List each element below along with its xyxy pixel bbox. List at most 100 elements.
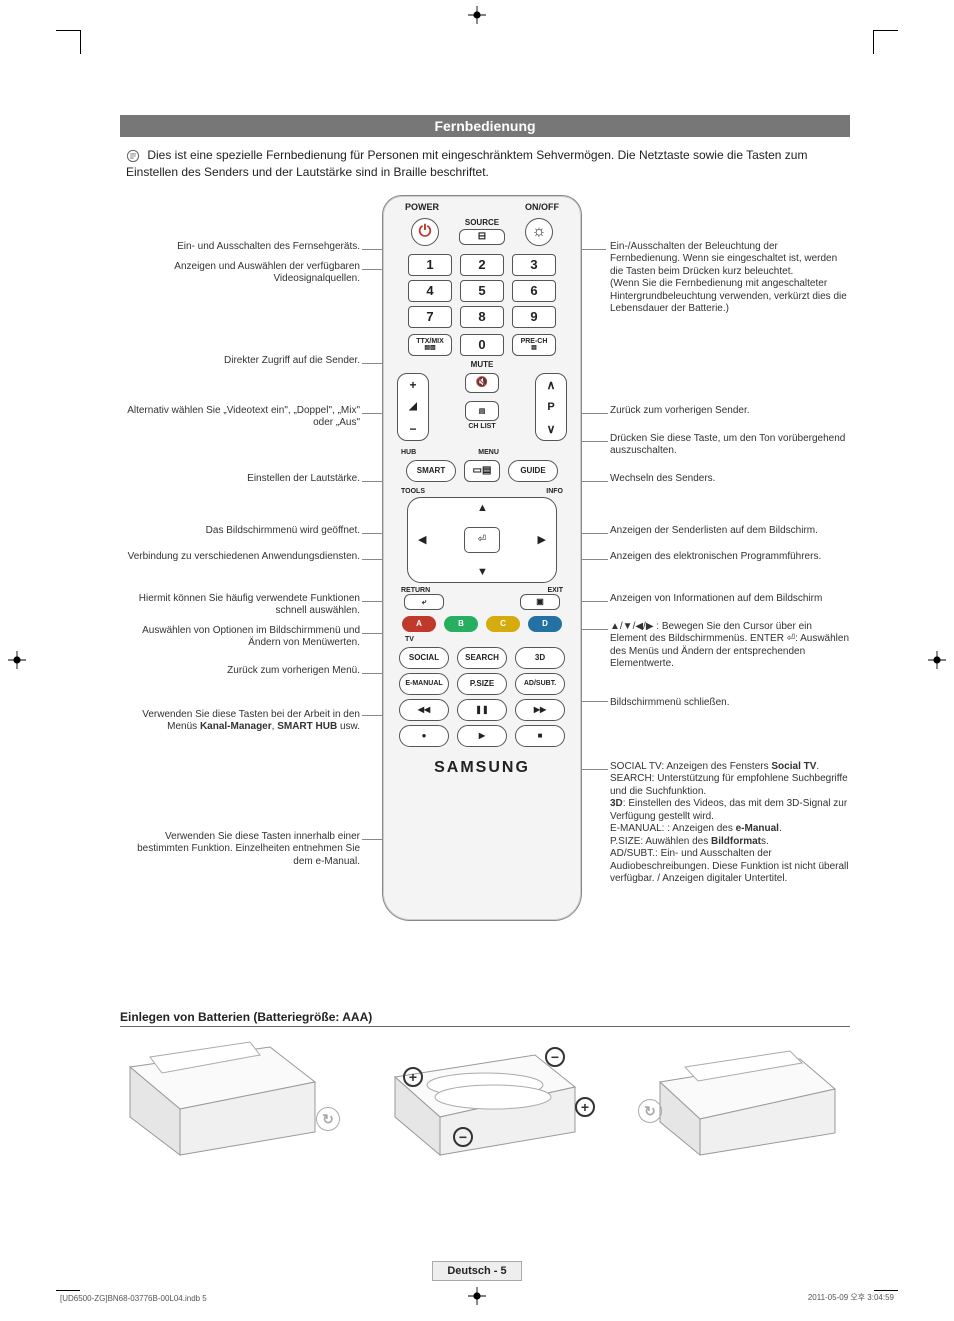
callout-text: Einstellen der Lautstärke. <box>120 473 360 486</box>
rewind-button[interactable]: ◀◀ <box>399 699 449 721</box>
registration-mark-icon <box>928 651 946 669</box>
remote-body: POWER ON/OFF ⏻ SOURCE ⊟ ☼ 123456789 TTX/… <box>382 195 582 921</box>
mute-button[interactable]: 🔇 <box>465 373 499 393</box>
return-label: RETURN <box>401 587 430 594</box>
smart-button[interactable]: SMART <box>406 460 456 482</box>
registration-mark-icon <box>468 1287 486 1305</box>
doc-meta-right: 2011-05-09 오후 3:04:59 <box>808 1292 894 1303</box>
number-3-button[interactable]: 3 <box>512 254 556 276</box>
hub-label: HUB <box>401 449 416 456</box>
callout-text: Alternativ wählen Sie „Videotext ein", „… <box>120 405 360 430</box>
power-button[interactable]: ⏻ <box>411 218 439 246</box>
return-button[interactable]: ⤶ <box>404 594 444 610</box>
crop-mark <box>873 30 874 54</box>
crop-mark <box>56 30 80 31</box>
play-button[interactable]: ▶ <box>457 725 507 747</box>
callout-text: Verbindung zu verschiedenen Anwendungsdi… <box>120 551 360 564</box>
record-button[interactable]: ● <box>399 725 449 747</box>
guide-button[interactable]: GUIDE <box>508 460 558 482</box>
social-button[interactable]: SOCIAL <box>399 647 449 669</box>
rotate-arrow-icon: ↻ <box>638 1099 662 1123</box>
number-9-button[interactable]: 9 <box>512 306 556 328</box>
number-1-button[interactable]: 1 <box>408 254 452 276</box>
plus-icon: + <box>403 1067 423 1087</box>
callout-text: Ein- und Ausschalten des Fernsehgeräts. <box>120 241 360 254</box>
exit-label: EXIT <box>547 587 563 594</box>
callout-text: ▲/▼/◀/▶ : Bewegen Sie den Cursor über ei… <box>610 621 850 671</box>
adsubt-button[interactable]: AD/SUBT. <box>515 673 565 695</box>
menu-label: MENU <box>478 449 499 456</box>
power-label: POWER <box>405 202 439 212</box>
pre-ch-button[interactable]: PRE-CH▤ <box>512 334 556 356</box>
volume-rocker[interactable]: + ◢ − <box>397 373 429 441</box>
number-2-button[interactable]: 2 <box>460 254 504 276</box>
manual-page: Fernbedienung Dies ist eine spezielle Fe… <box>0 0 954 1321</box>
chlist-label: CH LIST <box>468 423 495 430</box>
number-5-button[interactable]: 5 <box>460 280 504 302</box>
stop-button[interactable]: ■ <box>515 725 565 747</box>
callout-text: Verwenden Sie diese Tasten bei der Arbei… <box>120 709 360 734</box>
three-d-button[interactable]: 3D <box>515 647 565 669</box>
callout-text: Anzeigen von Informationen auf dem Bilds… <box>610 593 850 606</box>
exit-button[interactable]: ▣ <box>520 594 560 610</box>
color-button-row: ABCD <box>383 616 581 632</box>
number-0-button[interactable]: 0 <box>460 334 504 356</box>
channel-rocker[interactable]: ∧ P ∨ <box>535 373 567 441</box>
battery-diagram-1: ↻ <box>120 1037 340 1157</box>
section-banner: Fernbedienung <box>120 115 850 137</box>
source-button[interactable]: ⊟ <box>459 229 505 245</box>
doc-meta-left: [UD6500-ZG]BN68-03776B-00L04.indb 5 <box>60 1294 207 1303</box>
battery-diagram-2: + − − + <box>375 1037 595 1157</box>
callout-text: Direkter Zugriff auf die Sender. <box>120 355 360 368</box>
callout-text: Zurück zum vorherigen Sender. <box>610 405 850 418</box>
ttx-mix-button[interactable]: TTX/MIX▤▧ <box>408 334 452 356</box>
callout-text: Wechseln des Senders. <box>610 473 850 486</box>
callout-text: Verwenden Sie diese Tasten innerhalb ein… <box>120 831 360 869</box>
number-7-button[interactable]: 7 <box>408 306 452 328</box>
callout-text: Bildschirmmenü schließen. <box>610 697 850 710</box>
color-button-a[interactable]: A <box>402 616 436 632</box>
menu-button[interactable]: ▭▤ <box>464 460 500 482</box>
color-button-b[interactable]: B <box>444 616 478 632</box>
minus-icon: − <box>453 1127 473 1147</box>
source-label: SOURCE <box>447 218 517 227</box>
callout-text: Anzeigen des elektronischen Programmführ… <box>610 551 850 564</box>
fast-forward-button[interactable]: ▶▶ <box>515 699 565 721</box>
callout-text: Drücken Sie diese Taste, um den Ton vorü… <box>610 433 850 458</box>
number-8-button[interactable]: 8 <box>460 306 504 328</box>
intro-body: Dies ist eine spezielle Fernbedienung fü… <box>126 148 807 179</box>
right-arrow-icon: ▶ <box>538 533 546 546</box>
backlight-button[interactable]: ☼ <box>525 218 553 246</box>
left-arrow-icon: ◀ <box>418 533 426 546</box>
content-area: Fernbedienung Dies ist eine spezielle Fe… <box>120 115 850 955</box>
tv-label: TV <box>383 636 581 643</box>
callout-text: Zurück zum vorherigen Menü. <box>120 665 360 678</box>
number-4-button[interactable]: 4 <box>408 280 452 302</box>
mute-label: MUTE <box>383 360 581 369</box>
pause-button[interactable]: ❚❚ <box>457 699 507 721</box>
info-label: INFO <box>546 488 563 495</box>
enter-button[interactable]: ⏎ <box>464 527 500 553</box>
callout-text: SOCIAL TV: Anzeigen des Fensters Social … <box>610 761 850 886</box>
down-arrow-icon: ▼ <box>477 566 488 578</box>
intro-text: Dies ist eine spezielle Fernbedienung fü… <box>120 147 850 181</box>
chlist-subicon[interactable]: ▤ <box>465 401 499 421</box>
number-6-button[interactable]: 6 <box>512 280 556 302</box>
color-button-d[interactable]: D <box>528 616 562 632</box>
crop-mark <box>80 30 81 54</box>
search-button[interactable]: SEARCH <box>457 647 507 669</box>
callout-text: Hiermit können Sie häufig verwendete Fun… <box>120 593 360 618</box>
registration-mark-icon <box>8 651 26 669</box>
callout-text: Anzeigen der Senderlisten auf dem Bildsc… <box>610 525 850 538</box>
callout-text: Auswählen von Optionen im Bildschirmmenü… <box>120 625 360 650</box>
crop-mark <box>56 1290 80 1291</box>
number-pad: 123 456 789 <box>383 254 581 328</box>
page-number: Deutsch - 5 <box>432 1261 521 1281</box>
d-pad[interactable]: ▲ ▼ ◀ ▶ ⏎ <box>407 497 557 583</box>
emanual-button[interactable]: E-MANUAL <box>399 673 449 695</box>
minus-icon: − <box>545 1047 565 1067</box>
battery-section: Einlegen von Batterien (Batteriegröße: A… <box>120 1010 850 1157</box>
page-footer: Deutsch - 5 <box>0 1261 954 1281</box>
psize-button[interactable]: P.SIZE <box>457 673 507 695</box>
color-button-c[interactable]: C <box>486 616 520 632</box>
